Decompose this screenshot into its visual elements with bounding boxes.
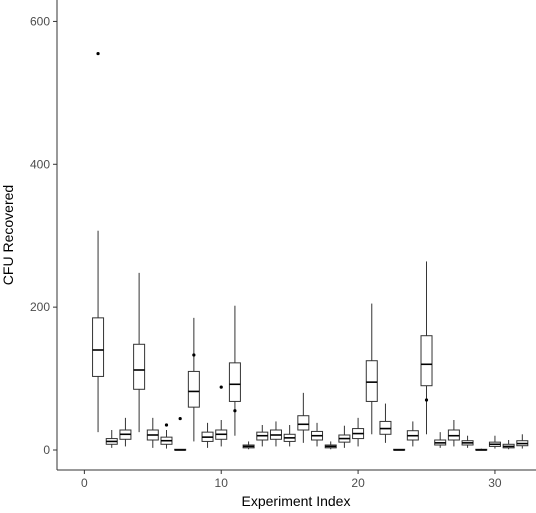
box-31 — [502, 440, 515, 450]
box-2 — [105, 430, 118, 448]
box-9 — [201, 422, 214, 448]
x-tick-label: 0 — [81, 476, 88, 490]
outlier-point — [178, 416, 182, 421]
box-iqr — [228, 362, 241, 402]
box-27 — [447, 420, 460, 447]
box-5 — [146, 417, 159, 448]
box-iqr — [297, 415, 310, 431]
box-13 — [256, 425, 269, 447]
box-21 — [365, 303, 378, 435]
box-16 — [297, 392, 310, 443]
x-tick-label: 20 — [351, 476, 365, 490]
box-32 — [516, 434, 529, 449]
box-22 — [379, 403, 392, 443]
box-iqr — [420, 335, 433, 387]
box-iqr — [365, 360, 378, 402]
box-15 — [283, 425, 296, 447]
boxes-layer — [92, 51, 529, 451]
y-ticks-layer: 0 200 400 600 — [30, 14, 57, 457]
y-axis-title: CFU Recovered — [0, 185, 16, 285]
box-29 — [475, 448, 488, 451]
y-tick-label: 200 — [30, 300, 50, 314]
box-7 — [174, 416, 187, 451]
box-19 — [338, 425, 351, 448]
x-tick-label: 10 — [215, 476, 229, 490]
box-3 — [119, 417, 132, 447]
box-14 — [269, 421, 282, 447]
y-tick-label: 600 — [30, 14, 50, 28]
x-tick-label: 30 — [488, 476, 502, 490]
x-ticks-layer: 0 10 20 30 — [81, 470, 502, 490]
box-30 — [488, 435, 501, 449]
y-tick-label: 400 — [30, 157, 50, 171]
box-26 — [434, 432, 447, 448]
box-24 — [406, 421, 419, 447]
y-tick-label: 0 — [43, 443, 50, 457]
box-25 — [420, 261, 433, 435]
box-18 — [324, 441, 337, 450]
box-20 — [352, 417, 365, 447]
outlier-point — [96, 51, 100, 56]
x-axis-title: Experiment Index — [242, 493, 351, 509]
box-iqr — [187, 370, 200, 408]
box-17 — [311, 422, 324, 447]
box-28 — [461, 435, 474, 448]
box-12 — [242, 441, 255, 450]
box-23 — [393, 448, 406, 451]
box-6 — [160, 423, 173, 449]
box-8 — [187, 317, 200, 442]
outlier-point — [192, 353, 196, 357]
box-10 — [215, 385, 228, 447]
box-11 — [228, 305, 241, 436]
box-iqr — [133, 343, 146, 390]
box-1 — [92, 51, 105, 433]
outlier-point — [233, 409, 237, 413]
box-4 — [133, 272, 146, 433]
outlier-point — [424, 398, 429, 402]
box-iqr — [92, 317, 105, 377]
outlier-point — [219, 385, 223, 389]
outlier-point — [164, 423, 169, 427]
